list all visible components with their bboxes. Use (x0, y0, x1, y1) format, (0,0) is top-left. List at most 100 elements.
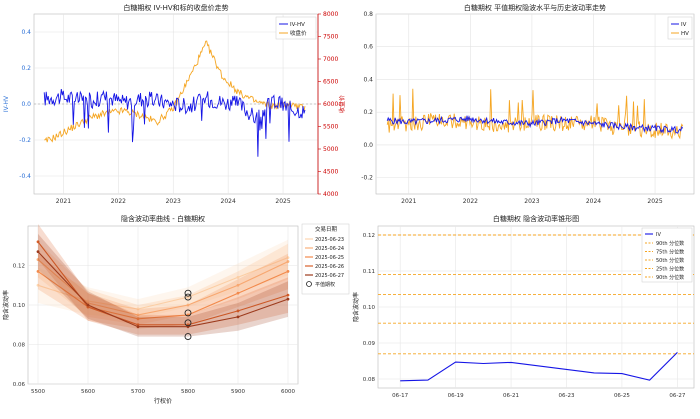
y-tick-label: 0.4 (363, 76, 373, 83)
smile-point (286, 297, 290, 301)
y-tick-label: 0.08 (13, 343, 26, 349)
iv-line (400, 352, 678, 382)
y-tick-label: 0.10 (363, 305, 376, 311)
x-tick-label: 2024 (221, 198, 236, 205)
y2-tick-label: 5500 (323, 124, 338, 131)
smile-point (236, 283, 240, 287)
y-tick-label: 0.2 (363, 109, 373, 116)
y-axis-label: 隐含波动率 (2, 290, 10, 320)
y2-tick-label: 4000 (323, 191, 338, 198)
y-tick-label: 0.0 (21, 101, 31, 108)
smile-point (286, 260, 290, 263)
x-tick-label: 5700 (131, 389, 145, 395)
legend-label-hv: HV (681, 31, 689, 37)
smile-point (186, 303, 190, 307)
band-2025-06-23 (38, 239, 288, 319)
y-tick-label: 0.2 (21, 65, 31, 72)
x-tick-label: 5800 (181, 389, 195, 395)
smile-point (36, 258, 40, 261)
x-tick-label: 2023 (166, 198, 181, 205)
x-tick-label: 2021 (401, 198, 416, 205)
x-tick-label: 06-19 (448, 393, 464, 399)
legend-title: 交易日期 (315, 225, 338, 233)
y-tick-label: 0.06 (13, 382, 26, 388)
legend-label-percentile: 90th 分位数 (656, 274, 684, 281)
legend-label: 2025-06-24 (315, 246, 344, 252)
legend-label-iv: IV (656, 232, 661, 238)
x-tick-label: 5500 (31, 389, 45, 395)
panel-iv-hv-close: 白糖期权 IV-HV和标的收盘价走势 2021 2022 2023 2024 2025 0.… (0, 0, 350, 210)
y2-tick-label: 7000 (323, 56, 338, 63)
y2-tick-label: 6500 (323, 79, 338, 86)
smile-point (86, 305, 90, 309)
legend-label-close: 收盘价 (290, 29, 307, 37)
y-tick-label: 0.08 (363, 377, 376, 383)
legend-label: 2025-06-23 (315, 237, 344, 243)
smile-point (36, 283, 40, 287)
y-tick-label: 0.10 (13, 303, 26, 309)
x-tick-label: 06-21 (503, 393, 519, 399)
y2-tick-label: 5000 (323, 146, 338, 153)
x-tick-label: 06-25 (614, 393, 630, 399)
iv-line (386, 115, 684, 134)
x-axis-label: 行权价 (154, 397, 172, 405)
chart-title: 隐含波动率曲线 - 白糖期权 (121, 214, 205, 223)
y-axis-label: 隐含波动率 (352, 292, 360, 322)
legend-label-percentile: 90th 分位数 (656, 240, 684, 247)
y-tick-label: 0.8 (363, 11, 373, 18)
atm-marker (184, 309, 192, 317)
x-tick-label: 5600 (81, 389, 95, 395)
x-tick-label: 2024 (586, 198, 601, 205)
x-tick-label: 06-23 (558, 393, 574, 399)
smile-point (36, 270, 40, 273)
x-tick-label: 06-27 (669, 393, 685, 399)
smile-line-2025-06-25 (37, 270, 289, 320)
y2-tick-label: 8000 (323, 11, 338, 18)
x-tick-label: 06-17 (392, 393, 408, 399)
y-tick-label: 0.0 (363, 142, 373, 149)
smile-point (86, 303, 90, 307)
y-tick-label: 0.12 (13, 264, 25, 270)
y-tick-label: 0.09 (363, 341, 376, 347)
smile-point (286, 256, 290, 259)
smile-line-2025-06-27 (37, 251, 289, 328)
y-tick-label: 0.4 (21, 29, 31, 36)
smile-point (136, 317, 140, 321)
smile-line-2025-06-23 (37, 257, 289, 310)
x-tick-label: 2025 (275, 198, 290, 205)
atm-marker (184, 319, 192, 327)
smile-point (136, 313, 140, 317)
legend-swatch-atm (306, 281, 312, 287)
y-tick-label: 0.6 (363, 44, 373, 51)
y2-tick-label: 4500 (323, 169, 338, 176)
smile-point (136, 323, 140, 327)
atm-marker (184, 289, 192, 297)
legend-label-atm: 平值期权 (315, 281, 335, 288)
x-tick-label: 2025 (647, 198, 662, 205)
legend-label: 2025-06-26 (315, 264, 344, 270)
band-2025-06-26 (38, 224, 288, 335)
chart-title: 白糖期权 隐含波动率锥形图 (493, 214, 579, 223)
legend-label-iv: IV (681, 22, 687, 28)
smile-point (236, 309, 240, 313)
iv-hv-trend-chart: 白糖期权 平值期权隐波水平与历史波动率走势 2021 2022 2023 2024 202… (361, 3, 695, 205)
iv-hv-close-chart: 白糖期权 IV-HV和标的收盘价走势 2021 2022 2023 2024 2025 0.… (3, 3, 346, 205)
legend-box (301, 223, 350, 295)
x-tick-label: 2023 (524, 198, 539, 205)
legend-label-percentile: 25th 分位数 (656, 266, 684, 273)
x-tick-label: 5900 (231, 389, 245, 395)
vol-cone-chart: 白糖期权 隐含波动率锥形图 0.12 0.11 0.10 0.09 0.08 06-17 06… (352, 214, 695, 399)
smile-point (236, 275, 240, 279)
smile-point (36, 240, 40, 244)
iv-hv-line (43, 89, 306, 157)
smile-point (136, 307, 140, 311)
legend-label-percentile: 75th 分位数 (656, 249, 684, 256)
y2-tick-label: 6000 (323, 101, 338, 108)
vol-smile-chart: 隐含波动率曲线 - 白糖期权 5500 5600 5700 5800 5900 6000 0.… (0, 210, 350, 419)
y-tick-label: -0.2 (361, 175, 373, 182)
chart-title: 白糖期权 平值期权隐波水平与历史波动率走势 (464, 3, 606, 12)
smile-point (286, 293, 290, 297)
panel-iv-hv-trend: 白糖期权 平值期权隐波水平与历史波动率走势 2021 2022 2023 2024 202… (350, 0, 700, 210)
band-2025-06-24 (38, 241, 288, 325)
x-tick-label: 6000 (281, 389, 295, 395)
